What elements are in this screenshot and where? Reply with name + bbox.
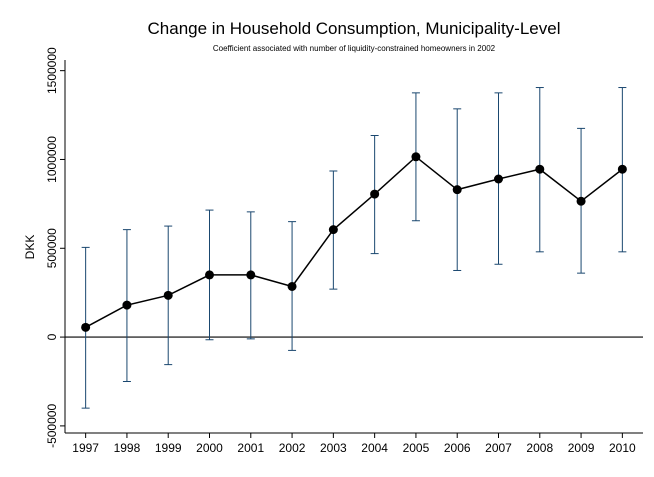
point xyxy=(287,281,297,291)
point xyxy=(535,164,545,174)
x-tick-label: 2007 xyxy=(485,441,512,455)
point xyxy=(617,164,627,174)
point xyxy=(494,174,503,184)
y-tick-label: 0 xyxy=(45,333,59,340)
x-tick-label: 2010 xyxy=(609,441,636,455)
point xyxy=(122,300,132,310)
x-tick-label: 1998 xyxy=(114,441,141,455)
x-tick-label: 2008 xyxy=(526,441,553,455)
point xyxy=(163,290,173,300)
x-tick-label: 1999 xyxy=(155,441,182,455)
point xyxy=(452,185,462,195)
chart-subtitle: Coefficient associated with number of li… xyxy=(213,44,496,53)
x-tick-label: 2003 xyxy=(320,441,347,455)
point xyxy=(205,270,214,280)
x-tick-label: 2004 xyxy=(361,441,388,455)
point xyxy=(246,270,256,280)
x-tick-label: 2000 xyxy=(196,441,223,455)
point xyxy=(81,322,91,332)
point xyxy=(576,196,586,206)
x-tick-label: 1997 xyxy=(72,441,99,455)
y-axis-label: DKK xyxy=(23,235,37,260)
line xyxy=(85,155,623,328)
y-tick-label: 500000 xyxy=(45,228,59,268)
y-tick-label: 1500000 xyxy=(45,47,59,94)
y-tick-label: 1000000 xyxy=(45,136,59,183)
chart-title: Change in Household Consumption, Municip… xyxy=(148,19,561,38)
x-tick-label: 2006 xyxy=(444,441,471,455)
y-tick-label: -500000 xyxy=(45,404,59,448)
point xyxy=(328,225,338,235)
x-tick-label: 2005 xyxy=(403,441,430,455)
x-tick-label: 2009 xyxy=(568,441,595,455)
point xyxy=(411,152,421,162)
x-tick-label: 2001 xyxy=(237,441,264,455)
x-tick-label: 2002 xyxy=(279,441,306,455)
point xyxy=(370,189,380,199)
